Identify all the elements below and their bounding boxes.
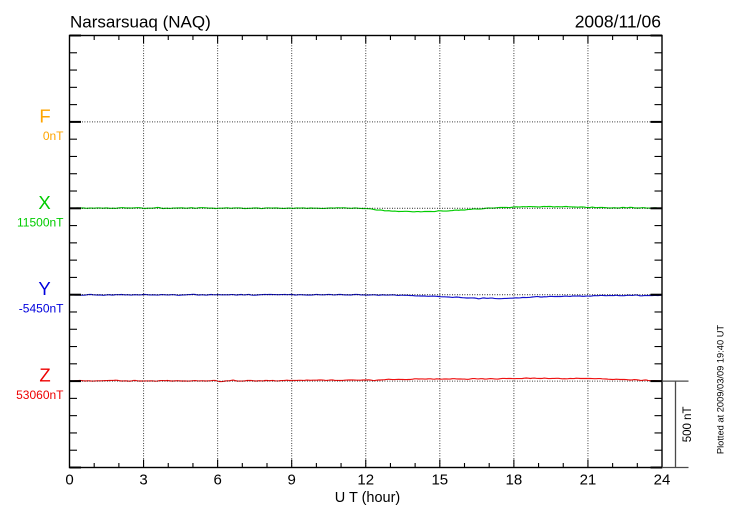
svg-text:2008/11/06: 2008/11/06	[575, 11, 661, 31]
svg-text:Z: Z	[39, 365, 50, 386]
svg-text:500 nT: 500 nT	[682, 406, 694, 442]
svg-text:11500nT: 11500nT	[17, 215, 64, 229]
svg-text:Y: Y	[38, 278, 50, 299]
svg-text:24: 24	[654, 471, 671, 488]
svg-text:-5450nT: -5450nT	[19, 302, 64, 316]
svg-text:18: 18	[506, 471, 523, 488]
svg-text:0: 0	[65, 471, 73, 488]
svg-text:9: 9	[288, 471, 296, 488]
svg-text:21: 21	[580, 471, 597, 488]
svg-text:U T (hour): U T (hour)	[335, 490, 401, 506]
svg-text:12: 12	[357, 471, 374, 488]
svg-text:X: X	[38, 192, 50, 213]
svg-text:F: F	[39, 105, 50, 126]
svg-text:6: 6	[213, 471, 221, 488]
svg-text:Plotted at 2009/03/09 19:40 UT: Plotted at 2009/03/09 19:40 UT	[716, 325, 726, 455]
svg-text:3: 3	[139, 471, 147, 488]
svg-text:15: 15	[431, 471, 448, 488]
svg-text:53060nT: 53060nT	[16, 388, 64, 402]
svg-text:0nT: 0nT	[43, 129, 64, 143]
svg-text:Narsarsuaq (NAQ): Narsarsuaq (NAQ)	[70, 12, 211, 31]
